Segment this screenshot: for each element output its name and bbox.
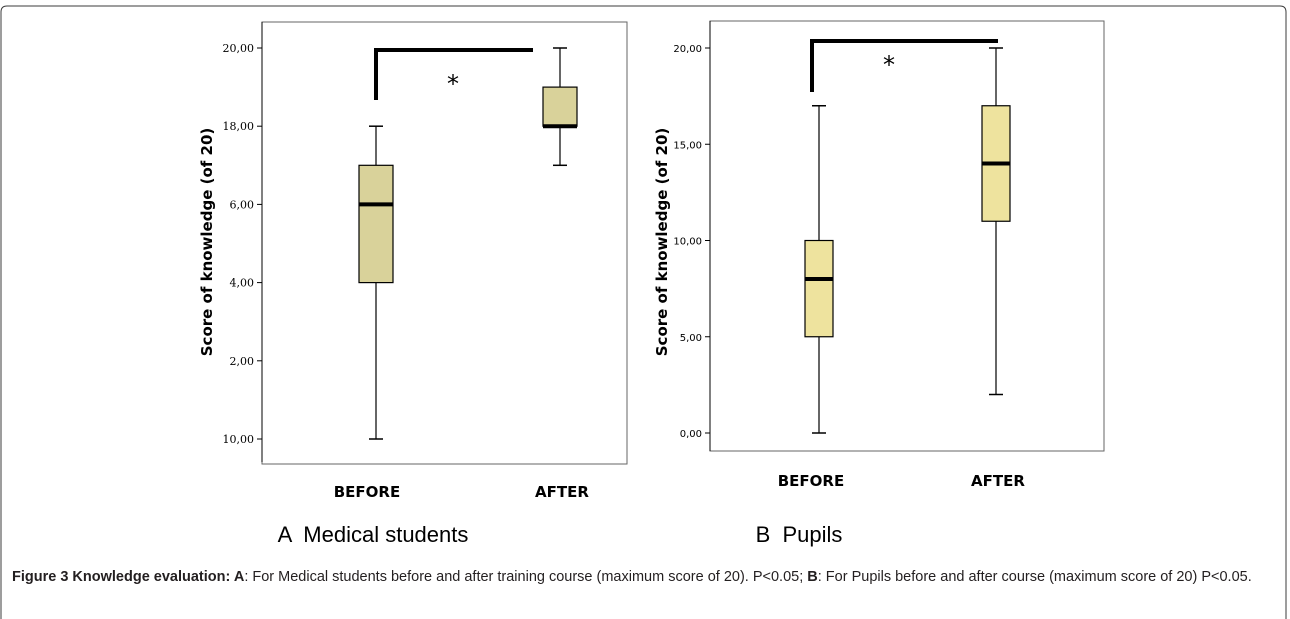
caption-b-key: B — [807, 569, 818, 585]
panel-a-category-before: BEFORE — [334, 483, 400, 501]
panel-b-y-tick-label: 5,00 — [680, 333, 702, 344]
panel-b-y-tick-label: 10,00 — [673, 237, 702, 248]
panel-a-title: A Medical students — [278, 522, 469, 547]
panel-a-category-after: AFTER — [535, 483, 589, 501]
panel-a-y-tick-label: 4,00 — [230, 277, 255, 290]
panel-b-pupils: 0,00 5,00 10,00 15,00 20,00 Score of knowled… — [653, 20, 1105, 547]
panel-b-significance-star: * — [883, 51, 895, 79]
panel-a-white-smudge — [533, 187, 583, 225]
panel-b-significance-bracket — [810, 39, 998, 92]
panel-a-y-tick-label: 10,00 — [223, 433, 255, 446]
panel-b-plot-border — [709, 20, 1105, 452]
caption-b-text: : For Pupils before and after course (ma… — [817, 569, 1252, 585]
caption-a-key: A — [233, 569, 245, 585]
panel-b-y-tick-label: 20,00 — [673, 44, 702, 55]
panel-a-after-box — [542, 86, 578, 127]
panel-a-y-axis-label: Score of knowledge (of 20) — [198, 128, 216, 357]
panel-a-before-box — [358, 164, 394, 284]
panel-b-y-axis-label: Score of knowledge (of 20) — [653, 128, 671, 357]
panel-a-y-tick-label: 20,00 — [223, 42, 255, 55]
panel-a-y-tick-label: 18,00 — [223, 120, 255, 133]
caption-label: Figure 3 Knowledge evaluation: — [12, 569, 234, 585]
panel-b-y-tick-label: 0,00 — [680, 429, 702, 440]
figure-caption: Figure 3 Knowledge evaluation: A: For Me… — [12, 566, 1274, 588]
panel-b-before-box — [804, 239, 834, 338]
panel-a-y-tick-label: 2,00 — [230, 355, 255, 368]
panel-b-y-tick-label: 15,00 — [673, 140, 702, 151]
caption-a-text: : For Medical students before and after … — [244, 569, 808, 585]
box-plot-figure: 10,00 2,00 4,00 6,00 18,00 20,00 Score of kno… — [198, 20, 1105, 547]
panel-b-category-after: AFTER — [971, 472, 1025, 490]
panel-b-category-before: BEFORE — [778, 472, 844, 490]
panel-a-medical-students: 10,00 2,00 4,00 6,00 18,00 20,00 Score of kno… — [198, 21, 628, 547]
panel-a-significance-bracket — [374, 48, 533, 100]
panel-a-significance-star: * — [447, 70, 459, 98]
panel-a-y-tick-label: 6,00 — [230, 198, 255, 211]
panel-b-title: B Pupils — [756, 522, 843, 547]
